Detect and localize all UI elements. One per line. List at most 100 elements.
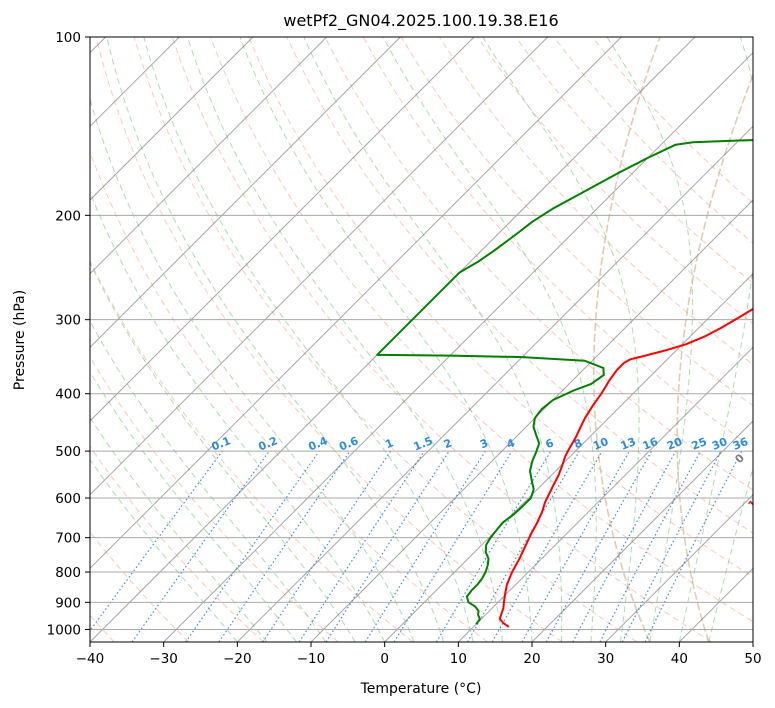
curved-reference-lines (593, 37, 753, 642)
y-tick-label: 200 (55, 208, 81, 224)
x-tick-label: −40 (76, 651, 105, 667)
mixing-ratio-line (644, 450, 743, 642)
isotherm-line (384, 272, 753, 642)
dry-adiabat-line (210, 37, 753, 623)
dry-adiabat-line (515, 37, 753, 284)
x-tick-label: −20 (223, 651, 252, 667)
mixing-ratio-label: 25 (690, 435, 709, 453)
isotherm-line (90, 37, 622, 570)
mixing-ratio-line (545, 450, 653, 642)
isotherm-line (605, 493, 753, 642)
moist-adiabat-line (90, 416, 268, 642)
isotherm-line (90, 37, 254, 201)
mixing-ratio-label: 2 (442, 436, 454, 451)
x-axis-ticks: −40 −30 −20 −10 0 10 20 30 40 50 (76, 642, 762, 667)
mixing-ratio-label: 10 (591, 435, 610, 453)
mixing-ratio-line (131, 450, 270, 642)
x-tick-label: 40 (671, 651, 688, 667)
curved-reference-line (676, 73, 753, 642)
mixing-ratio-line (325, 450, 450, 642)
moist-adiabat-line (90, 320, 327, 642)
y-tick-label: 500 (55, 444, 81, 460)
y-tick-label: 1000 (47, 622, 81, 638)
y-axis-ticks: 100 200 300 400 500 600 700 800 900 1000 (47, 30, 90, 638)
mixing-ratio-line (521, 450, 631, 642)
y-tick-label: 100 (55, 30, 81, 46)
isotherm-line (90, 37, 328, 275)
x-tick-label: −10 (297, 651, 326, 667)
sounding-series (376, 139, 753, 628)
y-tick-label: 900 (55, 595, 81, 611)
mixing-ratio-line (90, 450, 223, 632)
dry-adiabat-line (90, 445, 264, 642)
moist-adiabat-line (90, 458, 238, 642)
isotherm-line (752, 641, 753, 642)
mixing-ratio-label: 3 (478, 436, 490, 451)
mixing-ratio-lines (90, 450, 743, 642)
x-tick-label: −30 (149, 651, 178, 667)
x-tick-label: 10 (450, 651, 467, 667)
mixing-ratio-line (572, 450, 677, 642)
mixing-ratio-label: 30 (710, 435, 729, 453)
isotherm-line (163, 51, 753, 642)
y-tick-label: 300 (55, 313, 81, 329)
dry-adiabats (90, 37, 753, 642)
y-tick-label: 700 (55, 531, 81, 547)
curved-reference-line (593, 37, 661, 642)
isotherm-line (310, 199, 753, 642)
y-tick-label: 600 (55, 491, 81, 507)
moist-adiabat-line (90, 261, 356, 642)
dry-adiabat-line (248, 37, 753, 578)
isotherm-line (531, 420, 753, 642)
isotherm-line (90, 37, 475, 422)
moist-adiabat-line (382, 37, 597, 642)
mixing-ratio-label: 16 (641, 435, 660, 453)
mixing-ratio-label: 13 (619, 435, 638, 453)
moist-adiabat-line (90, 370, 297, 642)
isotherm-line (90, 37, 549, 496)
mixing-ratio-label: 20 (665, 435, 684, 453)
x-tick-label: 20 (523, 651, 540, 667)
dry-adiabat-line (90, 259, 414, 642)
dry-adiabat-line (133, 37, 638, 642)
dry-adiabat-line (90, 356, 339, 642)
mixing-ratio-line (218, 450, 351, 642)
mixing-ratio-label: 1 (383, 436, 395, 451)
mixing-ratio-label: 36 (731, 435, 750, 453)
moist-adiabat-line (678, 37, 753, 642)
isotherm-line (236, 125, 753, 642)
mixing-ratio-line (393, 450, 513, 642)
moist-adiabat-label: 20 (768, 529, 775, 549)
y-tick-label: 800 (55, 565, 81, 581)
moist-adiabat-line (708, 465, 753, 642)
x-tick-label: 50 (744, 651, 761, 667)
moist-adiabat-line (106, 37, 445, 642)
x-tick-label: 0 (380, 651, 389, 667)
y-axis-label: Pressure (hPa) (12, 290, 28, 390)
plot-frame (89, 36, 754, 643)
isotherm-line (457, 346, 753, 642)
chart-title: wetPf2_GN04.2025.100.19.38.E16 (283, 11, 558, 31)
moist-adiabat-line (482, 37, 640, 642)
sounding-line (498, 307, 753, 628)
dry-adiabat-line (324, 37, 753, 491)
plot-background (90, 37, 753, 642)
x-tick-label: 30 (597, 651, 614, 667)
moist-adiabat-line (90, 190, 386, 642)
mixing-ratio-line (185, 450, 320, 642)
moist-adiabat-line (239, 37, 533, 642)
moist-adiabat-line (187, 37, 503, 642)
y-tick-label: 400 (55, 387, 81, 403)
mixing-ratio-line (298, 450, 425, 642)
isotherm-line (90, 37, 401, 349)
sounding-line (376, 139, 753, 625)
dry-adiabat-line (286, 37, 753, 534)
mixing-ratio-line (262, 450, 392, 642)
isobars (90, 37, 753, 630)
mixing-ratio-label: 8 (572, 436, 584, 451)
dry-adiabat-line (171, 37, 712, 642)
moist-adiabat-label: 10 (746, 492, 766, 512)
x-axis-label: Temperature (°C) (360, 681, 482, 697)
moist-adiabat-line (143, 37, 474, 642)
